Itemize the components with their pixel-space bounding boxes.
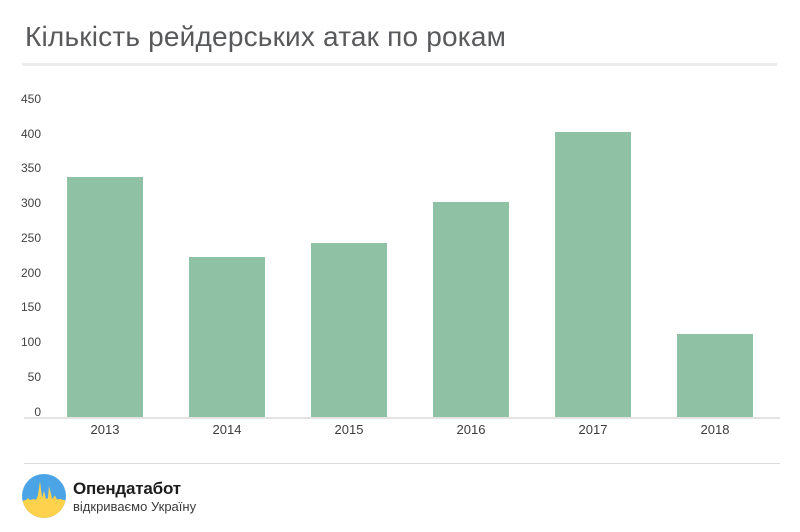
bar-2016 bbox=[433, 201, 509, 417]
brand-text: Опендатабот відкриваємо Україну bbox=[73, 479, 196, 514]
y-axis-tick-label: 150 bbox=[20, 300, 41, 315]
y-axis-tick-label: 250 bbox=[20, 230, 41, 245]
bar-2017 bbox=[555, 132, 631, 417]
x-axis-tick-label: 2017 bbox=[578, 422, 608, 437]
y-axis-tick-label: 350 bbox=[20, 161, 41, 176]
brand-name: Опендатабот bbox=[73, 478, 181, 498]
x-axis-tick-label: 2014 bbox=[212, 422, 242, 437]
x-axis-tick-label: 2016 bbox=[456, 422, 486, 437]
x-axis-line bbox=[24, 417, 780, 419]
bar-2014 bbox=[189, 257, 265, 417]
y-axis-tick-label: 400 bbox=[20, 126, 41, 141]
y-axis-tick-label: 100 bbox=[20, 335, 41, 350]
y-axis-tick-label: 50 bbox=[27, 369, 41, 384]
y-axis-tick-label: 300 bbox=[20, 196, 41, 211]
x-axis-tick-label: 2013 bbox=[90, 422, 120, 437]
title-separator bbox=[22, 63, 777, 66]
x-axis-tick-label: 2018 bbox=[700, 422, 730, 437]
y-axis-tick-label: 200 bbox=[20, 265, 41, 280]
bar-chart: 0 50 100 150 200 250 300 350 400 450 2013 2014 2015 2… bbox=[20, 92, 753, 437]
footer-separator bbox=[24, 463, 780, 464]
bar-2013 bbox=[67, 177, 143, 417]
opendatabot-logo-icon bbox=[22, 474, 66, 518]
brand-tagline: відкриваємо Україну bbox=[73, 498, 197, 514]
bar-2015 bbox=[311, 243, 387, 417]
logo-pulse-shape bbox=[22, 481, 66, 518]
x-axis-tick-label: 2015 bbox=[334, 422, 364, 437]
bar-2018 bbox=[677, 333, 753, 417]
y-axis-tick-label: 450 bbox=[20, 92, 41, 106]
footer-brand: Опендатабот відкриваємо Україну bbox=[22, 474, 196, 518]
y-axis-tick-label: 0 bbox=[34, 404, 41, 419]
page-title: Кількість рейдерських атак по рокам bbox=[25, 21, 507, 52]
